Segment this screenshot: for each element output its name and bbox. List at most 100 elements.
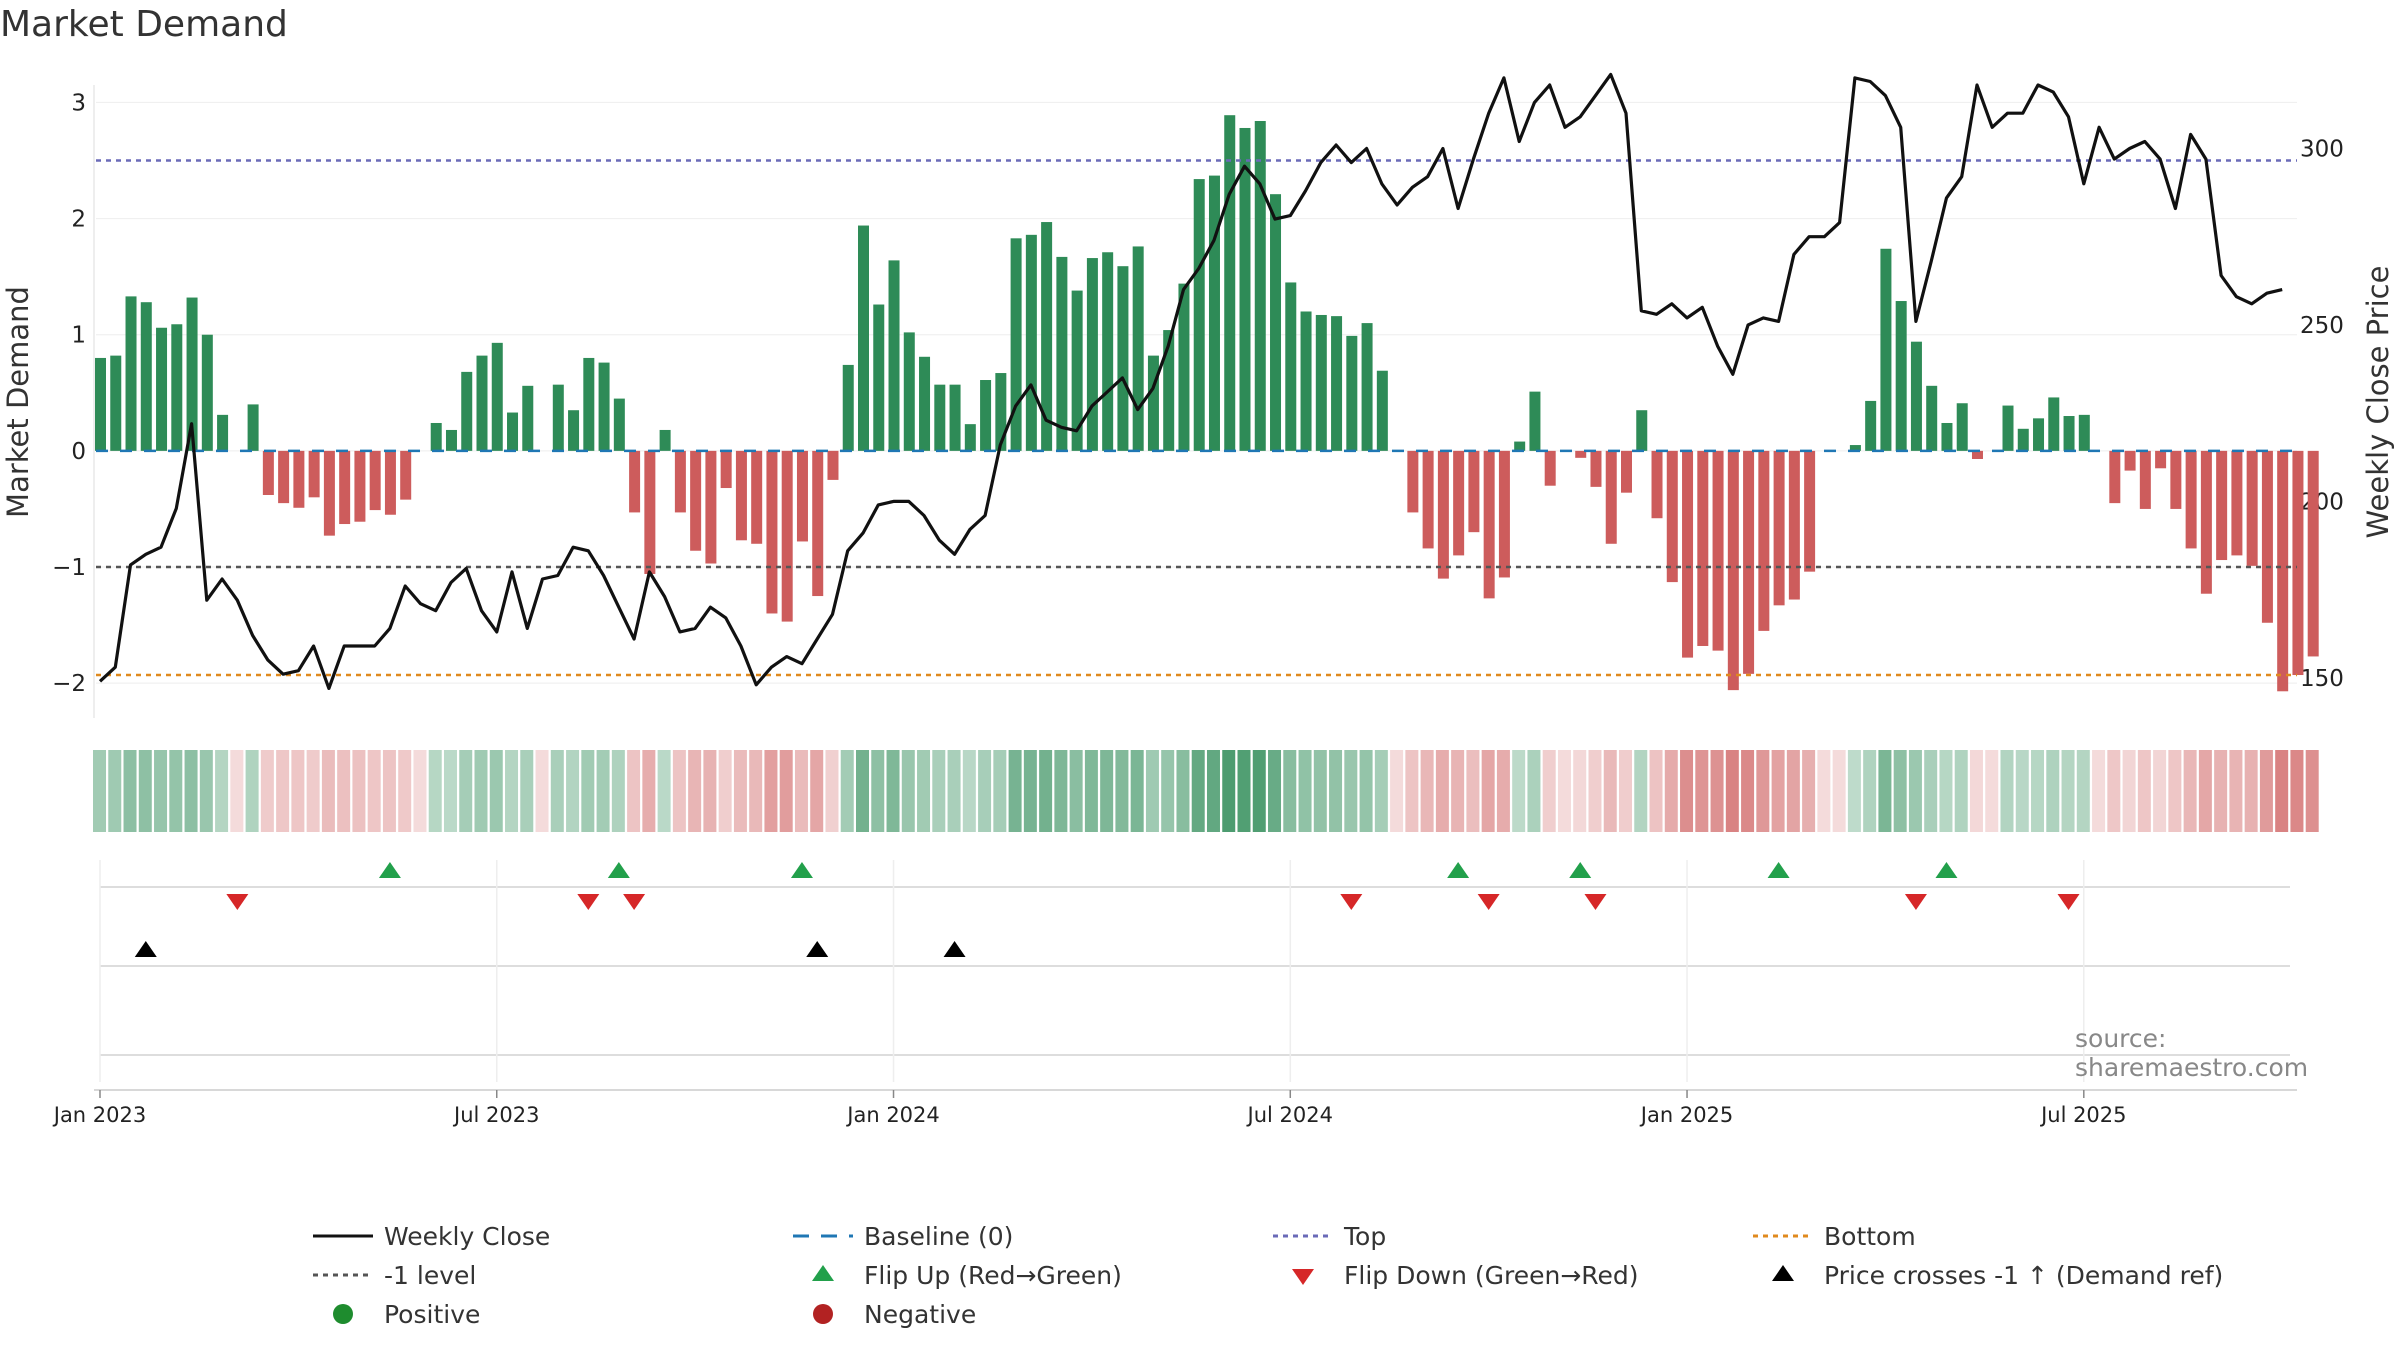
negative-demand-bar <box>705 450 717 564</box>
positive-demand-bar <box>1285 282 1297 451</box>
positive-demand-bar <box>1010 238 1022 451</box>
negative-demand-bar <box>1651 450 1663 519</box>
demand-heat-cell <box>825 750 839 832</box>
demand-heat-cell <box>1893 750 1907 832</box>
demand-heat-cell <box>337 750 351 832</box>
negative-demand-bar <box>2307 450 2319 657</box>
flip-up-marker <box>378 862 401 878</box>
negative-demand-bar <box>1407 450 1419 513</box>
y-tick-label: 2 <box>71 207 86 233</box>
demand-heat-cell <box>1496 750 1510 832</box>
positive-demand-bar <box>1254 121 1266 451</box>
demand-heat-cell <box>1039 750 1053 832</box>
positive-demand-bar <box>980 380 992 451</box>
negative-demand-bar <box>1498 450 1510 578</box>
legend-flip-down-swatch <box>1292 1269 1314 1285</box>
demand-heat-cell <box>840 750 854 832</box>
demand-heat-cell <box>93 750 106 832</box>
positive-demand-bar <box>1895 301 1907 451</box>
negative-demand-bar <box>400 450 412 500</box>
demand-heat-cell <box>1252 750 1266 832</box>
legend-negative-swatch <box>813 1304 833 1324</box>
positive-demand-bar <box>461 371 473 451</box>
demand-heat-cell <box>1481 750 1495 832</box>
positive-demand-bar <box>1315 314 1327 451</box>
negative-demand-bar <box>1575 450 1587 458</box>
negative-demand-bar <box>384 450 396 515</box>
demand-heat-cell <box>2107 750 2121 832</box>
negative-demand-bar <box>690 450 702 551</box>
positive-demand-bar <box>964 424 976 451</box>
demand-heat-cell <box>733 750 747 832</box>
flip-up-marker <box>1767 862 1790 878</box>
demand-heat-cell <box>627 750 641 832</box>
demand-heat-cell <box>505 750 519 832</box>
demand-heat-cell <box>1908 750 1922 832</box>
demand-heat-cell <box>1176 750 1190 832</box>
demand-heat-cell <box>764 750 778 832</box>
demand-heat-cell <box>1771 750 1785 832</box>
positive-demand-bar <box>2033 418 2045 451</box>
demand-heat-cell <box>2168 750 2182 832</box>
demand-heat-cell <box>1588 750 1602 832</box>
demand-heat-cell <box>932 750 946 832</box>
positive-demand-bar <box>247 404 259 451</box>
negative-demand-bar <box>2277 450 2289 692</box>
demand-heat-cell <box>291 750 305 832</box>
positive-demand-bar <box>507 412 519 451</box>
flip-down-marker <box>1904 894 1927 910</box>
negative-demand-bar <box>2139 450 2151 509</box>
demand-heat-cell <box>1451 750 1465 832</box>
demand-heat-cell <box>2214 750 2228 832</box>
demand-heat-cell <box>474 750 488 832</box>
demand-heat-cell <box>2031 750 2045 832</box>
demand-heat-cell <box>535 750 549 832</box>
negative-demand-bar <box>674 450 686 513</box>
positive-demand-bar <box>552 384 564 451</box>
demand-heat-cell <box>1268 750 1282 832</box>
demand-heat-cell <box>2305 750 2319 832</box>
demand-heat-cell <box>1344 750 1358 832</box>
demand-heat-cell <box>2153 750 2167 832</box>
positive-demand-bar <box>1270 194 1282 451</box>
y2-tick-label: 150 <box>2300 666 2344 692</box>
negative-demand-bar <box>751 450 763 544</box>
negative-demand-bar <box>2292 450 2304 676</box>
demand-heat-cell <box>276 750 290 832</box>
legend-label-cross: Price crosses -1 ↑ (Demand ref) <box>1824 1261 2223 1290</box>
positive-demand-bar <box>110 355 122 451</box>
demand-heat-cell <box>1466 750 1480 832</box>
demand-heat-cell <box>1313 750 1327 832</box>
negative-demand-bar <box>1804 450 1816 572</box>
positive-demand-bar <box>2002 405 2014 451</box>
positive-demand-bar <box>919 356 931 451</box>
flip-up-marker <box>607 862 630 878</box>
demand-heat-cell <box>367 750 381 832</box>
demand-heat-cell <box>596 750 610 832</box>
demand-heat-cell <box>1802 750 1816 832</box>
positive-demand-bar <box>888 260 900 451</box>
y2-tick-label: 250 <box>2300 313 2344 339</box>
demand-heat-cell <box>856 750 869 832</box>
negative-demand-bar <box>766 450 778 614</box>
demand-heat-cell <box>443 750 457 832</box>
price-cross-marker <box>806 941 829 957</box>
demand-heat-cell <box>1191 750 1205 832</box>
demand-heat-cell <box>566 750 580 832</box>
demand-heat-cell <box>1145 750 1159 832</box>
demand-heat-cell <box>1435 750 1449 832</box>
demand-heat-cell <box>1741 750 1755 832</box>
positive-demand-bar <box>659 429 671 451</box>
demand-heat-cell <box>1206 750 1220 832</box>
demand-heat-cell <box>1832 750 1846 832</box>
negative-demand-bar <box>1682 450 1694 658</box>
flip-down-marker <box>226 894 249 910</box>
negative-demand-bar <box>2185 450 2197 549</box>
positive-demand-bar <box>2078 414 2090 451</box>
demand-heat-cell <box>1420 750 1434 832</box>
flip-up-marker <box>1569 862 1592 878</box>
positive-demand-bar <box>1071 290 1083 451</box>
positive-demand-bar <box>1529 391 1541 451</box>
demand-heat-cell <box>1939 750 1953 832</box>
negative-demand-bar <box>1483 450 1495 599</box>
